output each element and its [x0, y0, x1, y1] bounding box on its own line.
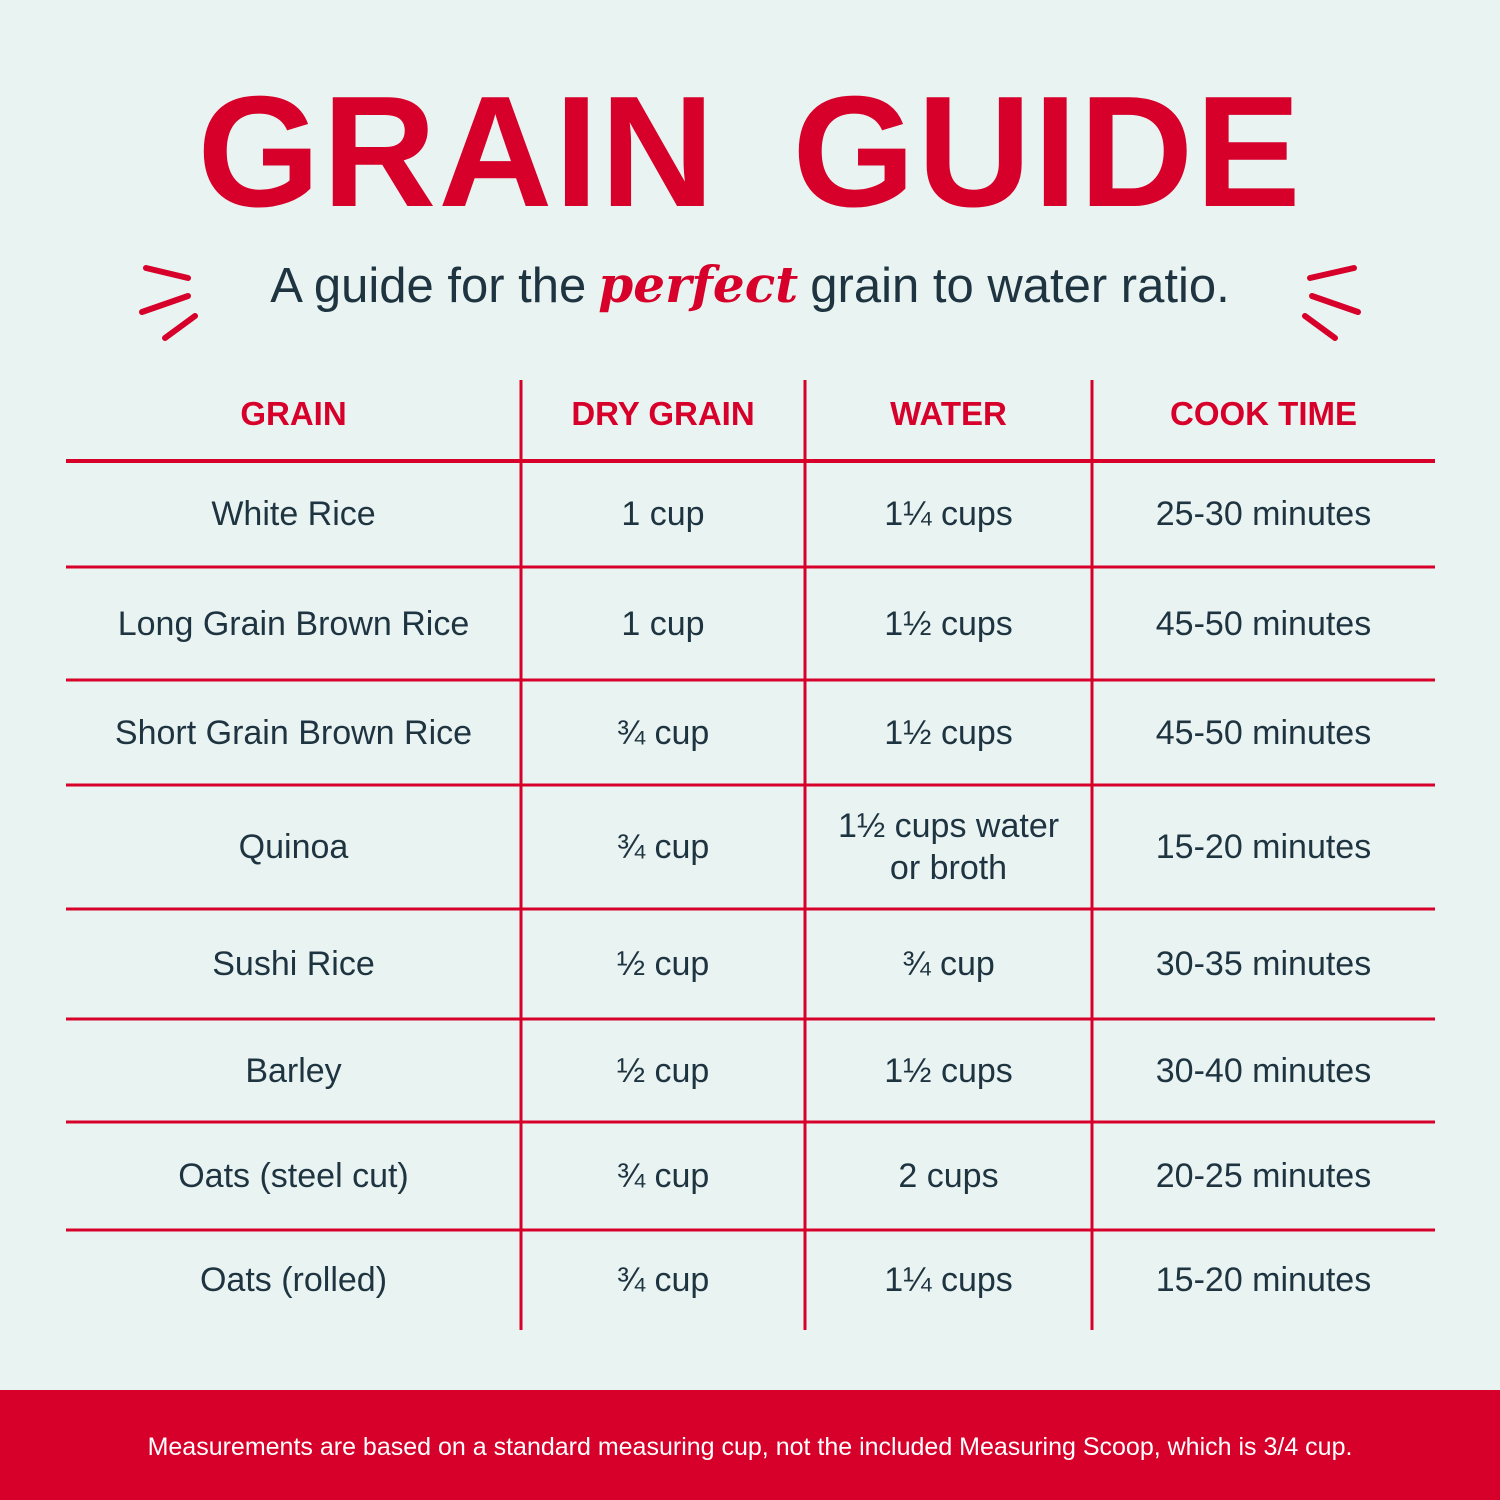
table-cell: ½ cup	[616, 1051, 710, 1090]
subtitle-text: A guide for the	[270, 259, 587, 313]
table-cell: 2 cups	[898, 1157, 999, 1195]
subtitle-text: grain to water ratio.	[810, 259, 1230, 313]
table-cell: Short Grain Brown Rice	[114, 713, 473, 752]
column-header: DRY GRAIN	[571, 395, 755, 432]
table-cell: ¾ cup	[616, 1261, 710, 1299]
accent-dashes	[139, 265, 1361, 341]
subtitle-emphasis: perfect	[598, 255, 799, 314]
column-header: WATER	[890, 395, 1007, 432]
table-cell: 45-50 minutes	[1155, 713, 1372, 752]
table-cell: ¾ cup	[902, 945, 995, 983]
table-cell: 1 cup	[621, 604, 705, 643]
table-cell: 1½ cups	[884, 713, 1013, 752]
table-cell: ¾ cup	[616, 1157, 710, 1195]
table-cell: 1½ cups	[884, 1051, 1013, 1090]
table-cell: ½ cup	[616, 945, 710, 983]
table-cell: Long Grain Brown Rice	[117, 604, 470, 643]
column-header: COOK TIME	[1170, 395, 1357, 432]
table-cell: 20-25 minutes	[1155, 1157, 1372, 1195]
table-cell: Oats (steel cut)	[178, 1157, 409, 1195]
title: GRAIN GUIDE	[197, 64, 1303, 240]
table-cell: Barley	[245, 1051, 342, 1090]
column-header: GRAIN	[240, 395, 347, 432]
table-cell: Quinoa	[238, 828, 349, 866]
subtitle: A guide for the perfect grain to water r…	[0, 255, 1500, 314]
table-cell: 1¼ cups	[884, 494, 1013, 533]
table-cell: 30-35 minutes	[1155, 945, 1372, 983]
table-cell: ¾ cup	[616, 713, 710, 752]
table-cell: 30-40 minutes	[1155, 1051, 1372, 1090]
table-cell: 15-20 minutes	[1155, 828, 1372, 866]
footnote: Measurements are based on a standard mea…	[147, 1433, 1353, 1461]
table-cell: 1½ cups water or broth	[837, 807, 1060, 887]
table-cell: White Rice	[211, 494, 376, 533]
table-cell: 25-30 minutes	[1155, 494, 1372, 533]
table-cell: ¾ cup	[616, 828, 710, 866]
table-cell: 45-50 minutes	[1155, 604, 1372, 643]
table-cell: 15-20 minutes	[1155, 1261, 1372, 1299]
table-cell: 1¼ cups	[884, 1261, 1013, 1299]
table-cell: Sushi Rice	[212, 945, 375, 983]
table-cell: 1 cup	[621, 494, 705, 533]
table-cell: 1½ cups	[884, 604, 1013, 643]
footer-band	[0, 1390, 1500, 1500]
table-grid	[66, 380, 1435, 1330]
table-cell: Oats (rolled)	[199, 1261, 388, 1299]
